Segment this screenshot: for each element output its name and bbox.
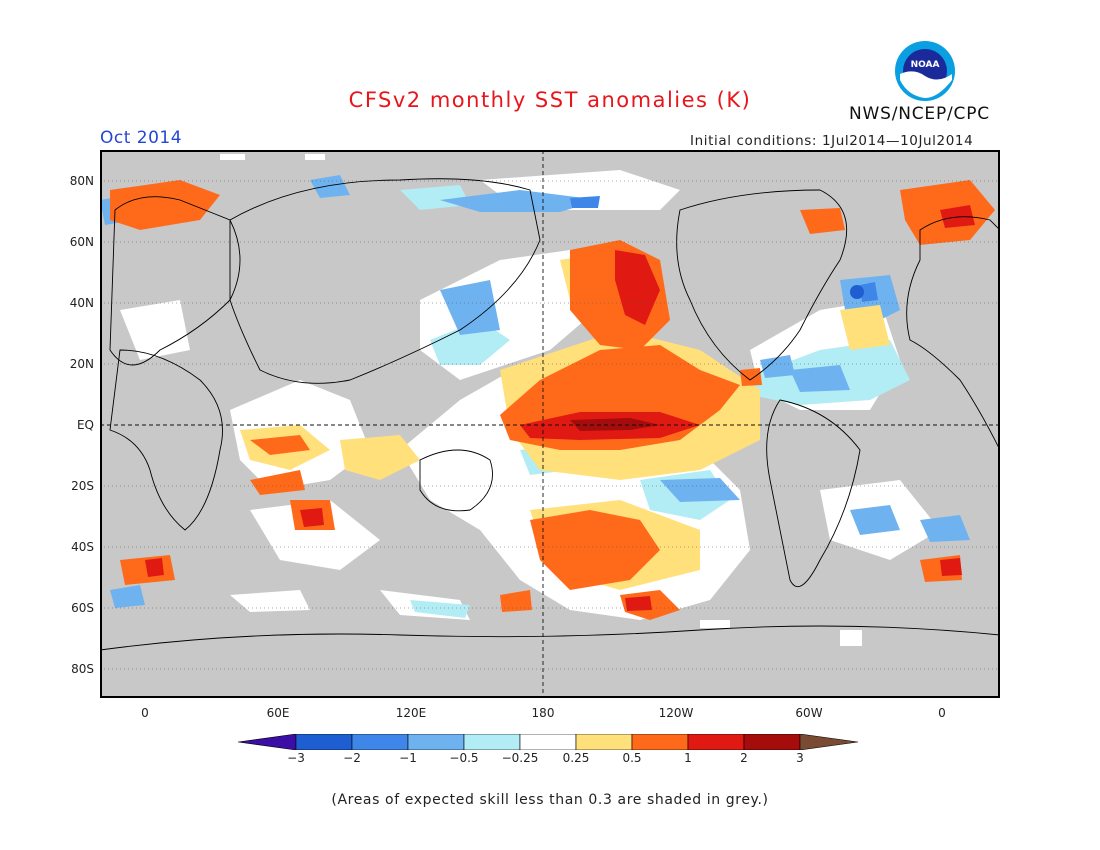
lon-label: 60W: [795, 706, 823, 720]
lat-label: 20S: [71, 479, 94, 493]
colorbar-label: −0.25: [501, 751, 539, 765]
colorbar-swatch: [631, 734, 689, 750]
lon-label: 120W: [658, 706, 694, 720]
svg-text:NOAA: NOAA: [911, 60, 940, 70]
colorbar-high-triangle: [799, 734, 859, 750]
colorbar-swatch: [575, 734, 633, 750]
colorbar-swatch: [407, 734, 465, 750]
colorbar-label: −1: [399, 751, 417, 765]
noaa-logo-icon: NOAA: [895, 41, 955, 101]
lon-label: 0: [938, 706, 946, 720]
colorbar-swatch: [463, 734, 521, 750]
lat-label: EQ: [76, 418, 94, 432]
colorbar-swatch: [519, 734, 577, 750]
colorbar: [238, 734, 859, 750]
lat-label: 40N: [69, 296, 94, 310]
lon-label: 120E: [395, 706, 427, 720]
colorbar-swatch: [743, 734, 801, 750]
lat-label: 40S: [71, 540, 94, 554]
colorbar-low-triangle: [238, 734, 297, 750]
agency-label: NWS/NCEP/CPC: [849, 104, 990, 124]
colorbar-label: 1: [684, 751, 692, 765]
colorbar-label: −3: [287, 751, 305, 765]
colorbar-swatch: [687, 734, 745, 750]
lat-label: 60S: [71, 601, 94, 615]
colorbar-label: 2: [740, 751, 748, 765]
lat-label: 60N: [69, 235, 94, 249]
colorbar-swatch: [295, 734, 353, 750]
lon-label: 180: [531, 706, 555, 720]
valid-month: Oct 2014: [100, 128, 183, 148]
colorbar-label: −2: [343, 751, 361, 765]
lat-label: 80S: [71, 662, 94, 676]
colorbar-label: 0.25: [562, 751, 590, 765]
colorbar-label: 3: [796, 751, 804, 765]
lon-label: 60E: [266, 706, 290, 720]
colorbar-label: −0.5: [449, 751, 479, 765]
initial-conditions: Initial conditions: 1Jul2014—10Jul2014: [690, 133, 974, 149]
footnote: (Areas of expected skill less than 0.3 a…: [331, 792, 769, 808]
sst-anomaly-map: [100, 150, 1000, 698]
chart-title: CFSv2 monthly SST anomalies (K): [348, 88, 752, 112]
lat-label: 20N: [69, 357, 94, 371]
lat-label: 80N: [69, 174, 94, 188]
colorbar-label: 0.5: [622, 751, 642, 765]
lon-label: 0: [141, 706, 149, 720]
colorbar-swatch: [351, 734, 409, 750]
coastlines: [100, 178, 1000, 651]
